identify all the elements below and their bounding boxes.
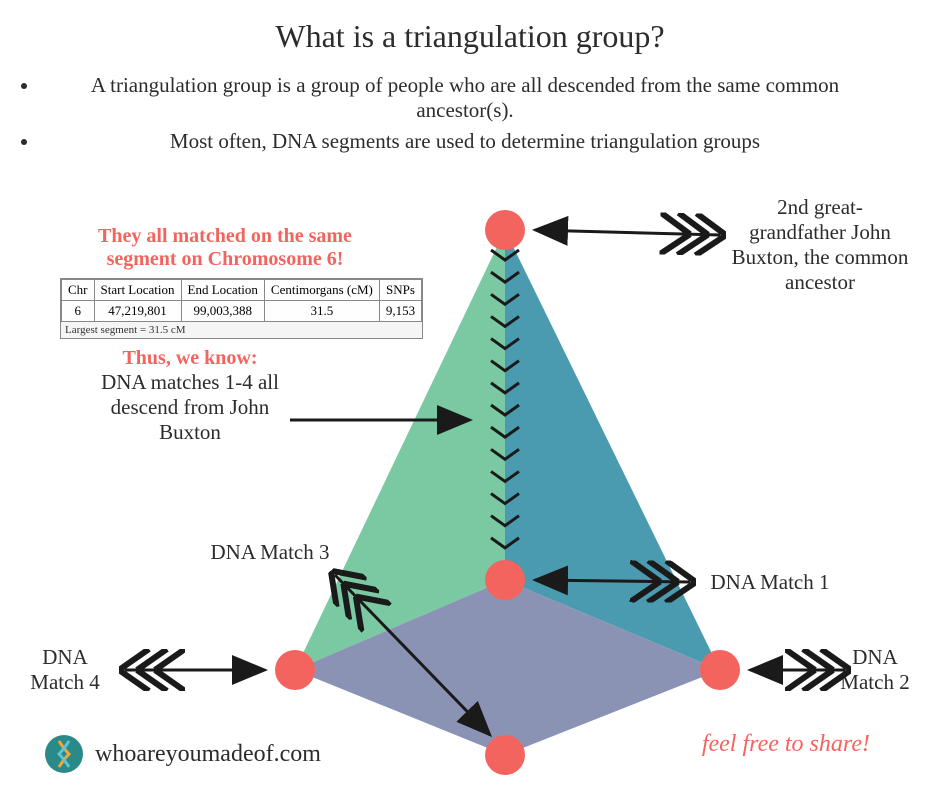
share-text: feel free to share!: [702, 731, 870, 758]
node-match4: [275, 650, 315, 690]
arrow-ancestor: [535, 230, 720, 235]
logo-icon: [45, 735, 83, 773]
node-match2: [700, 650, 740, 690]
website-text: whoareyoumadeof.com: [95, 741, 321, 768]
node-ancestor: [485, 210, 525, 250]
arrow-match1: [535, 580, 690, 582]
node-match1: [485, 560, 525, 600]
pyramid-diagram: [0, 0, 940, 788]
node-match3: [485, 735, 525, 775]
